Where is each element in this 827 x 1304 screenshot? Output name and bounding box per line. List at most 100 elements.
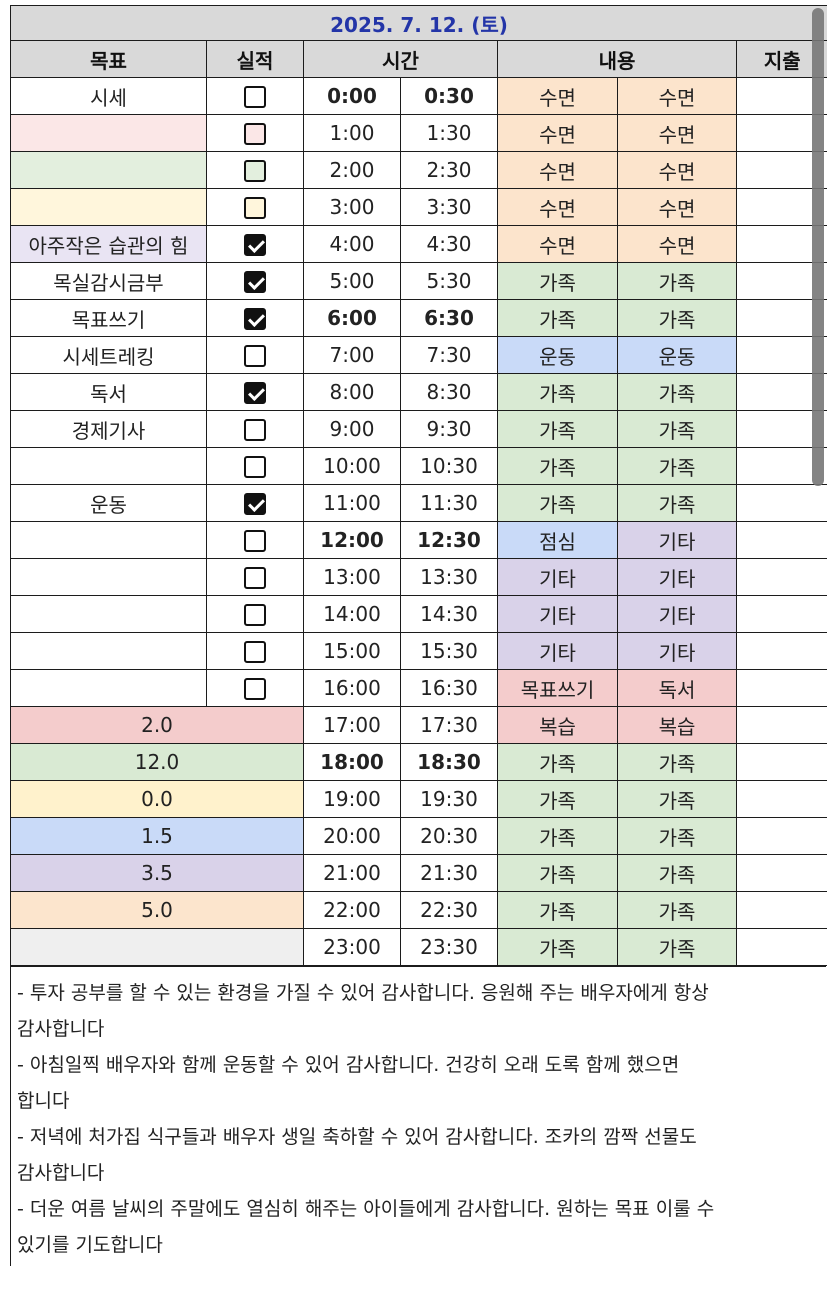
result-checkbox[interactable] xyxy=(244,641,266,664)
content-cell[interactable]: 기타 xyxy=(497,558,618,596)
summary-cell[interactable]: 5.0 xyxy=(10,891,304,929)
summary-cell[interactable] xyxy=(10,928,304,966)
expense-cell[interactable] xyxy=(735,77,827,115)
goal-cell[interactable]: 독서 xyxy=(10,373,207,411)
content-cell[interactable]: 가족 xyxy=(497,743,618,781)
content-cell[interactable]: 가족 xyxy=(497,299,618,337)
goal-cell[interactable] xyxy=(10,632,207,670)
expense-cell[interactable] xyxy=(735,114,827,152)
result-checkbox[interactable] xyxy=(244,493,266,516)
goal-cell[interactable] xyxy=(10,188,207,226)
content-cell[interactable]: 수면 xyxy=(617,225,737,263)
goal-cell[interactable]: 목표쓰기 xyxy=(10,299,207,337)
goal-cell[interactable]: 시세 xyxy=(10,77,207,115)
content-cell[interactable]: 기타 xyxy=(617,521,737,559)
gratitude-notes[interactable]: - 투자 공부를 할 수 있는 환경을 가질 수 있어 감사합니다. 응원해 주… xyxy=(10,966,826,1266)
content-cell[interactable]: 가족 xyxy=(617,928,737,966)
expense-cell[interactable] xyxy=(735,151,827,189)
content-cell[interactable]: 수면 xyxy=(497,151,618,189)
content-cell[interactable]: 수면 xyxy=(497,114,618,152)
expense-cell[interactable] xyxy=(735,632,827,670)
result-checkbox[interactable] xyxy=(244,456,266,479)
content-cell[interactable]: 가족 xyxy=(497,780,618,818)
content-cell[interactable]: 운동 xyxy=(617,336,737,374)
expense-cell[interactable] xyxy=(735,854,827,892)
content-cell[interactable]: 기타 xyxy=(617,595,737,633)
result-checkbox[interactable] xyxy=(244,308,266,331)
result-checkbox[interactable] xyxy=(244,160,266,183)
content-cell[interactable]: 가족 xyxy=(617,484,737,522)
goal-cell[interactable] xyxy=(10,114,207,152)
content-cell[interactable]: 가족 xyxy=(497,817,618,855)
goal-cell[interactable]: 경제기사 xyxy=(10,410,207,448)
expense-cell[interactable] xyxy=(735,743,827,781)
result-checkbox[interactable] xyxy=(244,197,266,220)
goal-cell[interactable] xyxy=(10,558,207,596)
content-cell[interactable]: 기타 xyxy=(497,595,618,633)
goal-cell[interactable] xyxy=(10,595,207,633)
expense-cell[interactable] xyxy=(735,928,827,966)
result-checkbox[interactable] xyxy=(244,567,266,590)
expense-cell[interactable] xyxy=(735,336,827,374)
expense-cell[interactable] xyxy=(735,188,827,226)
expense-cell[interactable] xyxy=(735,669,827,707)
result-checkbox[interactable] xyxy=(244,86,266,109)
content-cell[interactable]: 기타 xyxy=(617,558,737,596)
content-cell[interactable]: 가족 xyxy=(617,743,737,781)
expense-cell[interactable] xyxy=(735,373,827,411)
content-cell[interactable]: 가족 xyxy=(617,373,737,411)
content-cell[interactable]: 수면 xyxy=(617,114,737,152)
expense-cell[interactable] xyxy=(735,299,827,337)
content-cell[interactable]: 수면 xyxy=(497,188,618,226)
result-checkbox[interactable] xyxy=(244,234,266,257)
goal-cell[interactable]: 시세트레킹 xyxy=(10,336,207,374)
content-cell[interactable]: 수면 xyxy=(617,77,737,115)
content-cell[interactable]: 가족 xyxy=(617,299,737,337)
summary-cell[interactable]: 0.0 xyxy=(10,780,304,818)
result-checkbox[interactable] xyxy=(244,530,266,553)
content-cell[interactable]: 가족 xyxy=(617,891,737,929)
result-checkbox[interactable] xyxy=(244,345,266,368)
result-checkbox[interactable] xyxy=(244,604,266,627)
summary-cell[interactable]: 3.5 xyxy=(10,854,304,892)
content-cell[interactable]: 가족 xyxy=(617,410,737,448)
content-cell[interactable]: 수면 xyxy=(617,151,737,189)
expense-cell[interactable] xyxy=(735,484,827,522)
content-cell[interactable]: 복습 xyxy=(617,706,737,744)
content-cell[interactable]: 기타 xyxy=(497,632,618,670)
goal-cell[interactable]: 아주작은 습관의 힘 xyxy=(10,225,207,263)
content-cell[interactable]: 가족 xyxy=(617,262,737,300)
goal-cell[interactable] xyxy=(10,447,207,485)
goal-cell[interactable] xyxy=(10,669,207,707)
content-cell[interactable]: 가족 xyxy=(617,854,737,892)
content-cell[interactable]: 가족 xyxy=(497,262,618,300)
content-cell[interactable]: 가족 xyxy=(497,891,618,929)
goal-cell[interactable] xyxy=(10,521,207,559)
content-cell[interactable]: 가족 xyxy=(497,854,618,892)
result-checkbox[interactable] xyxy=(244,419,266,442)
expense-cell[interactable] xyxy=(735,891,827,929)
expense-cell[interactable] xyxy=(735,706,827,744)
result-checkbox[interactable] xyxy=(244,123,266,146)
summary-cell[interactable]: 1.5 xyxy=(10,817,304,855)
expense-cell[interactable] xyxy=(735,780,827,818)
expense-cell[interactable] xyxy=(735,558,827,596)
content-cell[interactable]: 가족 xyxy=(497,373,618,411)
content-cell[interactable]: 가족 xyxy=(617,780,737,818)
result-checkbox[interactable] xyxy=(244,678,266,701)
result-checkbox[interactable] xyxy=(244,382,266,405)
content-cell[interactable]: 가족 xyxy=(497,447,618,485)
content-cell[interactable]: 기타 xyxy=(617,632,737,670)
content-cell[interactable]: 가족 xyxy=(617,817,737,855)
expense-cell[interactable] xyxy=(735,595,827,633)
content-cell[interactable]: 수면 xyxy=(497,225,618,263)
content-cell[interactable]: 수면 xyxy=(497,77,618,115)
expense-cell[interactable] xyxy=(735,817,827,855)
content-cell[interactable]: 점심 xyxy=(497,521,618,559)
summary-cell[interactable]: 12.0 xyxy=(10,743,304,781)
goal-cell[interactable]: 운동 xyxy=(10,484,207,522)
content-cell[interactable]: 가족 xyxy=(497,484,618,522)
content-cell[interactable]: 가족 xyxy=(617,447,737,485)
content-cell[interactable]: 독서 xyxy=(617,669,737,707)
goal-cell[interactable]: 목실감시금부 xyxy=(10,262,207,300)
